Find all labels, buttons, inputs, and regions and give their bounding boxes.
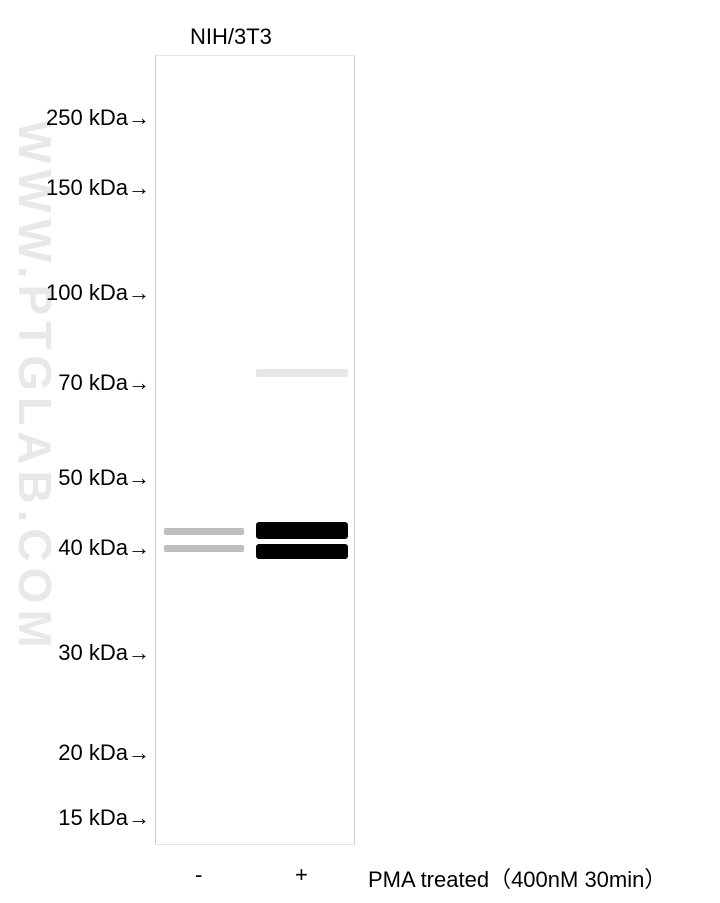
treatment-minus: - [195,862,202,888]
mw-marker: 70 kDa→ [30,370,150,396]
band-plus-lower [256,544,348,559]
mw-marker: 250 kDa→ [30,105,150,131]
band-plus-upper [256,522,348,539]
band-minus-upper [164,528,244,535]
mw-marker: 15 kDa→ [30,805,150,831]
blot-figure: WWW.PTGLAB.COM NIH/3T3 250 kDa→ 150 kDa→… [0,0,720,903]
blot-membrane [155,55,355,845]
band-minus-lower [164,545,244,552]
mw-marker: 30 kDa→ [30,640,150,666]
mw-marker: 40 kDa→ [30,535,150,561]
mw-marker: 100 kDa→ [30,280,150,306]
lane-header-label: NIH/3T3 [190,24,272,50]
band-plus-faint-70 [256,369,348,377]
mw-marker: 50 kDa→ [30,465,150,491]
treatment-description: PMA treated（400nM 30min） [368,862,666,894]
mw-marker: 150 kDa→ [30,175,150,201]
treatment-plus: + [295,862,308,888]
mw-marker: 20 kDa→ [30,740,150,766]
